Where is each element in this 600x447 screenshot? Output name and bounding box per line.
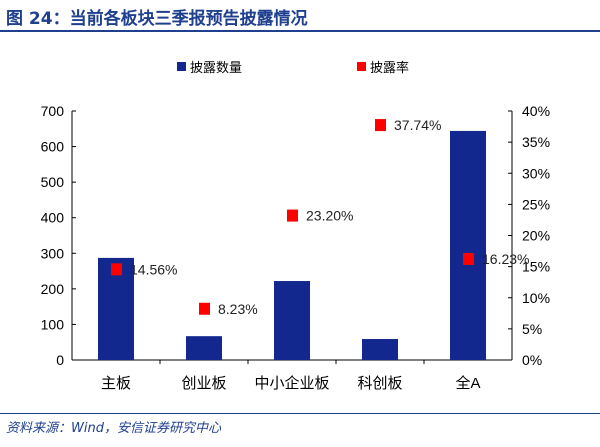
right-tick-label: 10% bbox=[522, 290, 550, 306]
right-tick-label: 20% bbox=[522, 228, 550, 244]
left-tick-label: 600 bbox=[41, 139, 65, 155]
left-tick-label: 500 bbox=[41, 174, 65, 190]
left-tick-label: 400 bbox=[41, 210, 65, 226]
source-divider bbox=[0, 413, 600, 414]
data-label: 23.20% bbox=[306, 208, 353, 224]
category-label: 科创板 bbox=[357, 374, 402, 392]
rate-point bbox=[463, 252, 474, 265]
category-label: 全A bbox=[455, 374, 480, 392]
left-tick-label: 100 bbox=[41, 316, 65, 332]
category-label: 创业板 bbox=[181, 374, 226, 392]
rate-point bbox=[287, 209, 298, 222]
source-note: 资料来源：Wind，安信证券研究中心 bbox=[6, 421, 221, 436]
data-label: 16.23% bbox=[482, 251, 529, 267]
legend-bar-label: 披露数量 bbox=[190, 60, 242, 75]
right-tick-label: 5% bbox=[522, 321, 542, 337]
left-tick-label: 300 bbox=[41, 245, 65, 261]
data-label: 14.56% bbox=[130, 261, 177, 277]
bar bbox=[362, 339, 398, 360]
legend-bar-swatch bbox=[177, 62, 186, 71]
left-tick-label: 700 bbox=[41, 103, 65, 119]
left-tick-label: 0 bbox=[56, 352, 64, 368]
title-divider bbox=[0, 30, 600, 32]
legend-rate-swatch bbox=[357, 62, 366, 71]
rate-point bbox=[199, 302, 210, 315]
chart: 0 100 200 300 400 500 600 700 0% 5% 10% 15% 20% 25% 30… bbox=[41, 60, 550, 392]
category-label: 中小企业板 bbox=[254, 374, 329, 392]
chart-title: 图 24：当前各板块三季报预告披露情况 bbox=[6, 9, 308, 29]
data-label: 37.74% bbox=[394, 117, 441, 133]
right-tick-label: 0% bbox=[522, 352, 542, 368]
bar bbox=[186, 336, 222, 360]
left-tick-label: 200 bbox=[41, 281, 65, 297]
rate-point bbox=[111, 263, 122, 276]
bar bbox=[450, 130, 486, 360]
bar bbox=[274, 281, 310, 360]
legend-rate-label: 披露率 bbox=[370, 60, 409, 75]
right-tick-label: 40% bbox=[522, 103, 550, 119]
right-tick-label: 25% bbox=[522, 196, 550, 212]
category-label: 主板 bbox=[101, 374, 131, 392]
rate-point bbox=[375, 119, 386, 132]
right-tick-label: 35% bbox=[522, 134, 550, 150]
data-label: 8.23% bbox=[218, 301, 258, 317]
right-tick-label: 30% bbox=[522, 165, 550, 181]
right-tick-label: 15% bbox=[522, 259, 550, 275]
